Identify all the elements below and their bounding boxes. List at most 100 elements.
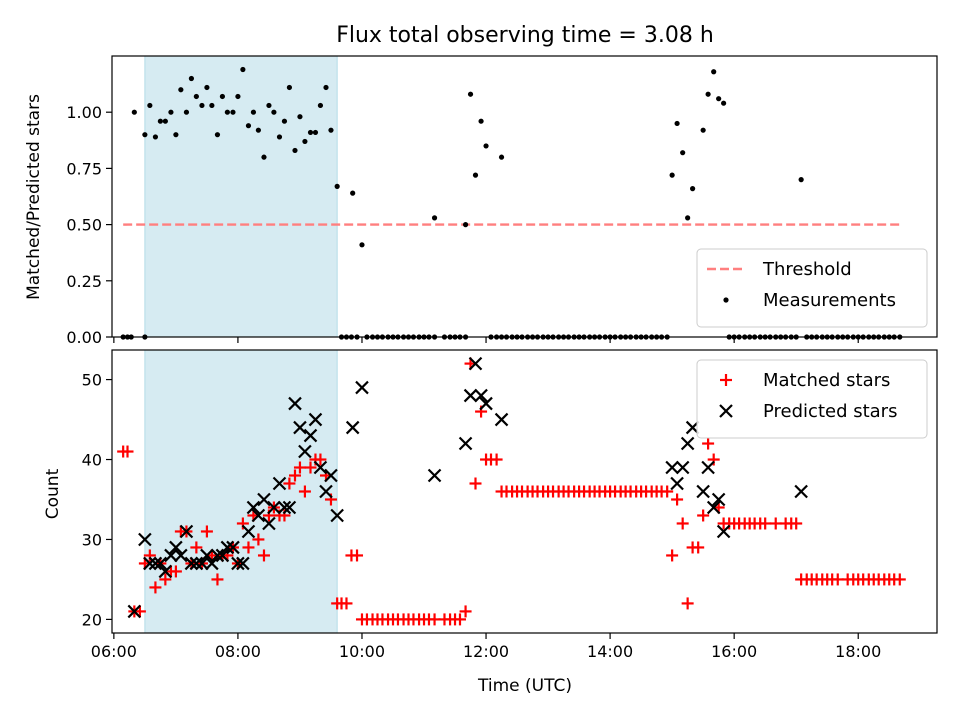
data-point — [472, 172, 479, 178]
y-tick-label: 20 — [82, 610, 102, 629]
data-point — [696, 484, 710, 499]
bottom-panel: 20 30 40 50 06:00 08:00 10:00 12:00 14:00 16:00 18… — [82, 349, 938, 661]
data-point — [431, 215, 438, 221]
axes-frame — [111, 55, 938, 338]
data-point — [257, 492, 271, 507]
data-point — [174, 548, 188, 563]
x-tick-label: 08:00 — [215, 642, 261, 661]
data-point — [359, 242, 365, 248]
data-point — [255, 127, 261, 133]
data-point — [307, 129, 314, 136]
data-point — [127, 604, 142, 619]
legend-label: Measurements — [763, 290, 896, 311]
y-tick-label: 0.00 — [66, 328, 102, 347]
data-point — [251, 508, 266, 523]
observing-span — [144, 55, 338, 338]
data-point — [267, 500, 281, 515]
y-tick-label: 40 — [82, 451, 102, 470]
data-point — [184, 556, 199, 571]
data-point — [459, 605, 472, 618]
data-point — [468, 356, 483, 371]
data-point — [178, 87, 184, 93]
data-point — [219, 93, 226, 100]
y-tick-label: 0.75 — [66, 159, 102, 178]
data-point — [297, 114, 303, 120]
data-point — [277, 500, 292, 515]
data-point — [313, 460, 328, 475]
data-point — [674, 120, 680, 127]
data-point — [143, 556, 157, 571]
y-tick-label: 30 — [82, 530, 102, 549]
data-point — [490, 453, 503, 466]
data-point — [168, 109, 174, 115]
data-point — [149, 581, 162, 594]
data-point — [189, 556, 204, 571]
data-point — [323, 84, 329, 91]
data-point — [283, 477, 296, 490]
legend-swatch — [720, 374, 732, 386]
data-point — [224, 109, 230, 115]
data-point — [246, 500, 261, 515]
data-point — [462, 222, 469, 228]
data-point — [308, 412, 323, 427]
data-point — [162, 118, 168, 124]
x-tick-label: 12:00 — [463, 642, 509, 661]
chart-title: Flux total observing time = 3.08 h — [336, 23, 714, 48]
data-point — [498, 154, 505, 160]
data-point — [350, 190, 356, 196]
data-point — [661, 485, 674, 498]
data-point — [798, 177, 804, 183]
legend-swatch — [723, 297, 729, 303]
data-point — [666, 549, 679, 562]
data-point — [690, 186, 696, 192]
data-point — [142, 132, 148, 138]
data-point — [261, 154, 267, 160]
data-point — [199, 102, 205, 109]
data-point — [164, 548, 178, 563]
data-point — [169, 540, 183, 555]
top-panel: 0.00 0.25 0.50 0.75 1.00 Threshold Measurement… — [66, 55, 938, 347]
data-point — [711, 492, 726, 507]
data-point — [702, 437, 715, 450]
legend-box — [696, 248, 928, 328]
data-point — [790, 517, 803, 530]
data-point — [235, 93, 241, 100]
data-point — [121, 445, 134, 458]
data-point — [138, 532, 152, 547]
data-point — [252, 533, 265, 546]
x-tick-label: 06:00 — [91, 642, 137, 661]
data-point — [334, 183, 340, 189]
data-point — [292, 147, 298, 154]
data-point — [214, 132, 221, 138]
data-point — [220, 540, 235, 555]
data-point — [302, 138, 308, 145]
data-point — [700, 127, 706, 133]
data-point — [355, 380, 369, 395]
data-point — [231, 556, 245, 571]
top-panel-y-axis-label: Matched/Predicted stars — [24, 94, 44, 300]
x-tick-label: 16:00 — [711, 642, 757, 661]
data-point — [200, 525, 213, 538]
legend-label: Predicted stars — [763, 401, 897, 422]
data-point — [669, 172, 675, 178]
data-point — [293, 461, 306, 474]
y-tick-label: 0.50 — [66, 216, 102, 235]
data-point — [241, 524, 256, 539]
data-point — [319, 484, 333, 499]
data-point — [298, 444, 312, 459]
legend-box — [696, 359, 928, 439]
data-point — [680, 436, 695, 451]
x-tick-label: 10:00 — [339, 642, 385, 661]
data-point — [257, 549, 270, 562]
data-point — [469, 477, 482, 490]
data-point — [692, 541, 705, 554]
data-point — [705, 91, 711, 97]
legend: Threshold Measurements — [696, 248, 928, 328]
data-point — [298, 485, 311, 498]
y-tick-label: 1.00 — [66, 103, 102, 122]
data-point — [282, 500, 297, 515]
data-point — [158, 564, 173, 579]
data-point — [453, 613, 466, 626]
data-point — [467, 91, 474, 97]
data-point — [697, 509, 710, 522]
